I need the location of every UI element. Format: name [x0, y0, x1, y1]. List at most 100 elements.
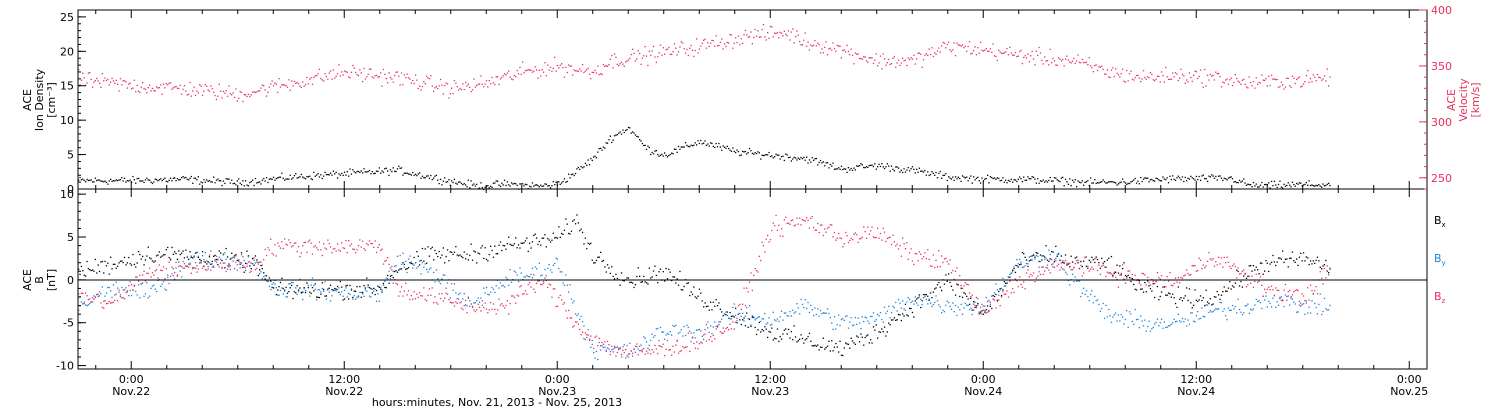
data-point	[167, 276, 169, 278]
data-point	[595, 259, 598, 262]
legend: Bx By Bz	[1434, 214, 1446, 305]
data-point	[1289, 184, 1291, 186]
data-point	[380, 72, 382, 74]
data-point	[1087, 64, 1089, 66]
data-point	[1109, 181, 1111, 183]
data-point	[149, 84, 151, 86]
data-point	[1115, 276, 1117, 278]
data-point	[1103, 181, 1106, 183]
data-point	[196, 271, 198, 273]
data-point	[245, 94, 247, 96]
data-point	[594, 69, 596, 72]
data-point	[783, 329, 785, 331]
data-point	[896, 243, 898, 245]
data-point	[281, 241, 283, 243]
data-point	[819, 346, 822, 348]
data-point	[719, 41, 721, 43]
data-point	[1163, 321, 1165, 323]
data-point	[477, 303, 479, 305]
data-point	[918, 167, 920, 169]
data-point	[652, 351, 655, 353]
data-point	[206, 260, 208, 262]
data-point	[530, 273, 532, 275]
data-point	[324, 295, 326, 297]
data-point	[1069, 266, 1071, 268]
data-point	[1099, 66, 1101, 68]
data-point	[214, 254, 216, 256]
data-point	[1013, 268, 1015, 270]
data-point	[193, 256, 195, 258]
data-point	[206, 269, 208, 271]
data-point	[693, 55, 695, 58]
data-point	[388, 72, 390, 74]
data-point	[515, 76, 517, 78]
data-point	[584, 338, 586, 341]
data-point	[480, 297, 482, 299]
data-point	[693, 332, 695, 334]
data-point	[459, 292, 461, 294]
data-point	[1084, 293, 1086, 296]
data-point	[117, 287, 119, 289]
data-point	[485, 286, 488, 289]
data-point	[761, 154, 763, 156]
data-point	[563, 302, 566, 304]
data-point	[103, 300, 105, 302]
data-point	[641, 351, 643, 353]
data-point	[1106, 69, 1108, 71]
data-point	[1244, 182, 1246, 184]
data-point	[916, 168, 918, 170]
data-point	[633, 52, 635, 55]
data-point	[85, 275, 87, 277]
data-point	[254, 91, 257, 94]
data-point	[1041, 180, 1043, 182]
data-point	[572, 326, 574, 328]
data-point	[548, 185, 550, 187]
data-point	[1160, 71, 1163, 73]
data-point	[1021, 180, 1024, 183]
data-point	[274, 283, 276, 285]
data-point	[1220, 302, 1223, 304]
data-point	[200, 181, 202, 183]
data-point	[825, 41, 827, 43]
data-point	[691, 293, 694, 296]
data-point	[446, 181, 449, 183]
data-point	[747, 152, 749, 154]
data-point	[190, 255, 192, 257]
data-point	[1258, 300, 1260, 302]
data-point	[822, 234, 824, 237]
data-point	[146, 177, 148, 179]
data-point	[509, 76, 511, 78]
data-point	[708, 45, 710, 48]
data-point	[839, 45, 841, 47]
data-point	[1009, 276, 1011, 278]
data-point	[154, 90, 156, 92]
data-point	[115, 79, 117, 81]
data-point	[1041, 255, 1043, 257]
data-point	[1259, 184, 1262, 186]
data-point	[1222, 310, 1224, 312]
data-point	[1007, 296, 1010, 298]
data-point	[662, 271, 664, 273]
data-point	[776, 31, 779, 34]
data-point	[149, 295, 151, 297]
data-point	[872, 312, 875, 314]
data-point	[806, 338, 808, 340]
top-right-axis-label: ACE Velocity [km/s]	[1445, 78, 1482, 122]
data-point	[580, 315, 582, 318]
data-point	[1275, 78, 1277, 81]
data-point	[577, 70, 579, 72]
data-point	[149, 267, 151, 269]
data-point	[1181, 300, 1184, 302]
data-point	[606, 340, 609, 342]
data-point	[544, 183, 546, 185]
data-point	[998, 290, 1000, 293]
data-point	[299, 176, 301, 178]
data-point	[1152, 79, 1154, 81]
data-point	[200, 262, 202, 264]
data-point	[1038, 260, 1040, 263]
data-point	[487, 312, 489, 314]
data-point	[1329, 76, 1331, 78]
data-point	[224, 252, 226, 254]
data-point	[1024, 288, 1026, 290]
data-point	[725, 311, 727, 313]
